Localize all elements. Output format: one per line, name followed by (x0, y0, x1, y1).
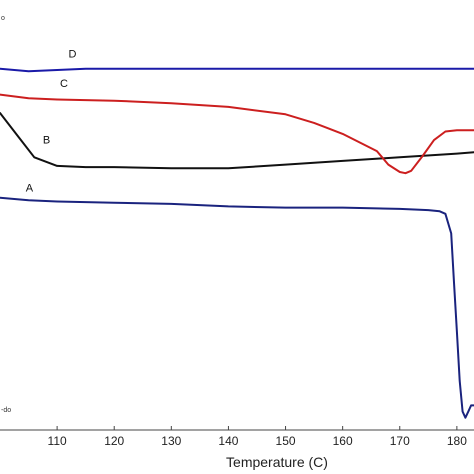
curve-labels: A B C D (26, 49, 77, 195)
x-tick-label-110: 110 (48, 434, 67, 448)
curve-label-C: C (60, 78, 68, 90)
series-line-A (0, 196, 474, 419)
x-tick-label-140: 140 (218, 434, 238, 448)
bottom-edge-mark: -do (1, 407, 11, 414)
x-axis-title: Temperature (C) (226, 454, 328, 470)
x-tick-label-120: 120 (104, 434, 124, 448)
curve-label-D: D (69, 49, 77, 61)
curve-label-A: A (26, 183, 34, 195)
series-layer (0, 67, 474, 419)
axes: 110 120 130 140 150 160 170 180 (0, 426, 474, 448)
x-tick-label-150: 150 (276, 434, 296, 448)
x-tick-label-170: 170 (390, 434, 410, 448)
series-line-B (0, 112, 474, 170)
x-tick-label-180: 180 (447, 434, 467, 448)
x-tick-label-160: 160 (333, 434, 353, 448)
series-line-C (0, 93, 474, 175)
top-edge-mark: o (1, 15, 5, 22)
series-line-D (0, 67, 474, 73)
x-tick-label-130: 130 (161, 434, 181, 448)
curve-label-B: B (43, 135, 50, 147)
